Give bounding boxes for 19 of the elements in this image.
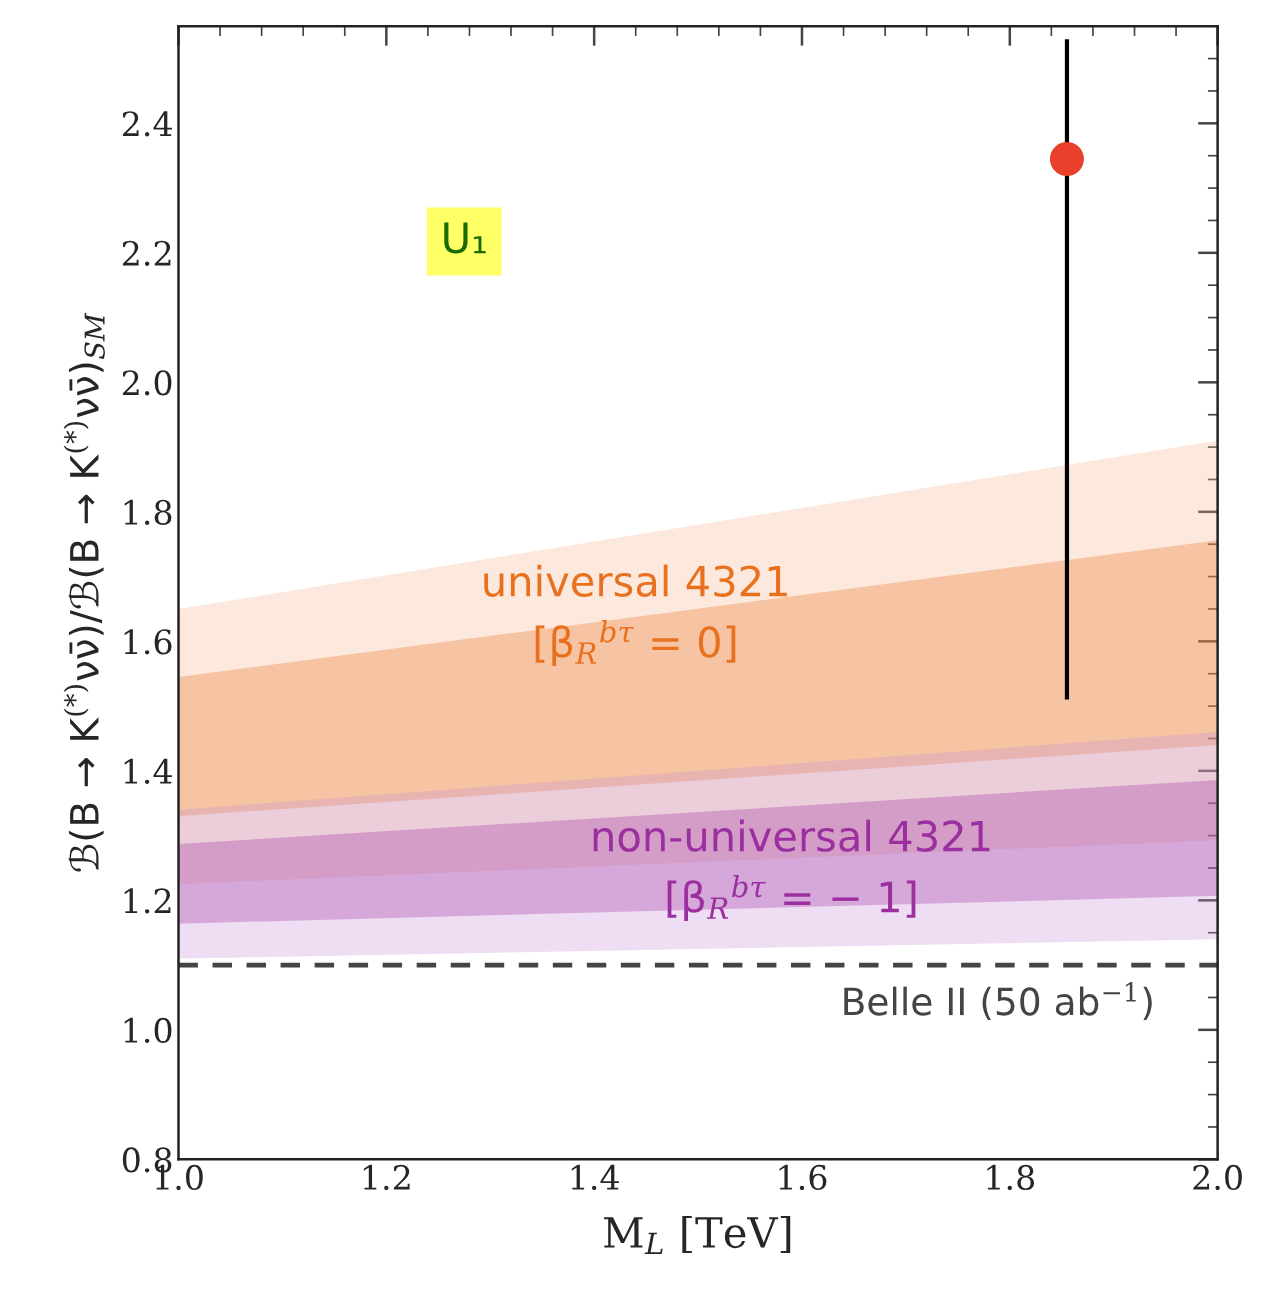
x-axis-title: M$_{L}$ [TeV] [604,1215,791,1255]
legend-label: universal 4321 [β$_{R}$$^{bτ}$ = 0] [484,564,787,666]
y-axis-title: ℬ(B → K$^{(*)}$νν̄)/ℬ(B → K$^{(*)}$νν̄)$_{SM}$ [63,312,105,872]
y-tick-label: 2.2 [122,240,171,266]
y-tick-label: 1.2 [124,888,171,914]
x-tick-label: 2.0 [1193,1164,1242,1191]
legend-label: Belle II (50 ab$^{−1}$) [844,981,1152,1021]
x-tick-label: 1.8 [987,1164,1035,1191]
annotation: U₁ [444,222,486,254]
x-tick-label: 1.2 [363,1164,410,1191]
y-tick-label: 2.0 [122,370,172,396]
y-tick-label: 1.4 [124,758,172,784]
x-tick-label: 1.4 [571,1164,619,1191]
y-tick-label: 2.4 [122,111,172,137]
legend-label: non-universal 4321 [β$_{R}$$^{bτ}$ = − 1] [593,819,990,921]
y-tick-label: 1.6 [124,629,172,655]
y-tick-label: 1.8 [124,499,172,525]
y-tick-label: 1.0 [124,1017,172,1043]
x-tick-label: 1.6 [779,1164,827,1191]
